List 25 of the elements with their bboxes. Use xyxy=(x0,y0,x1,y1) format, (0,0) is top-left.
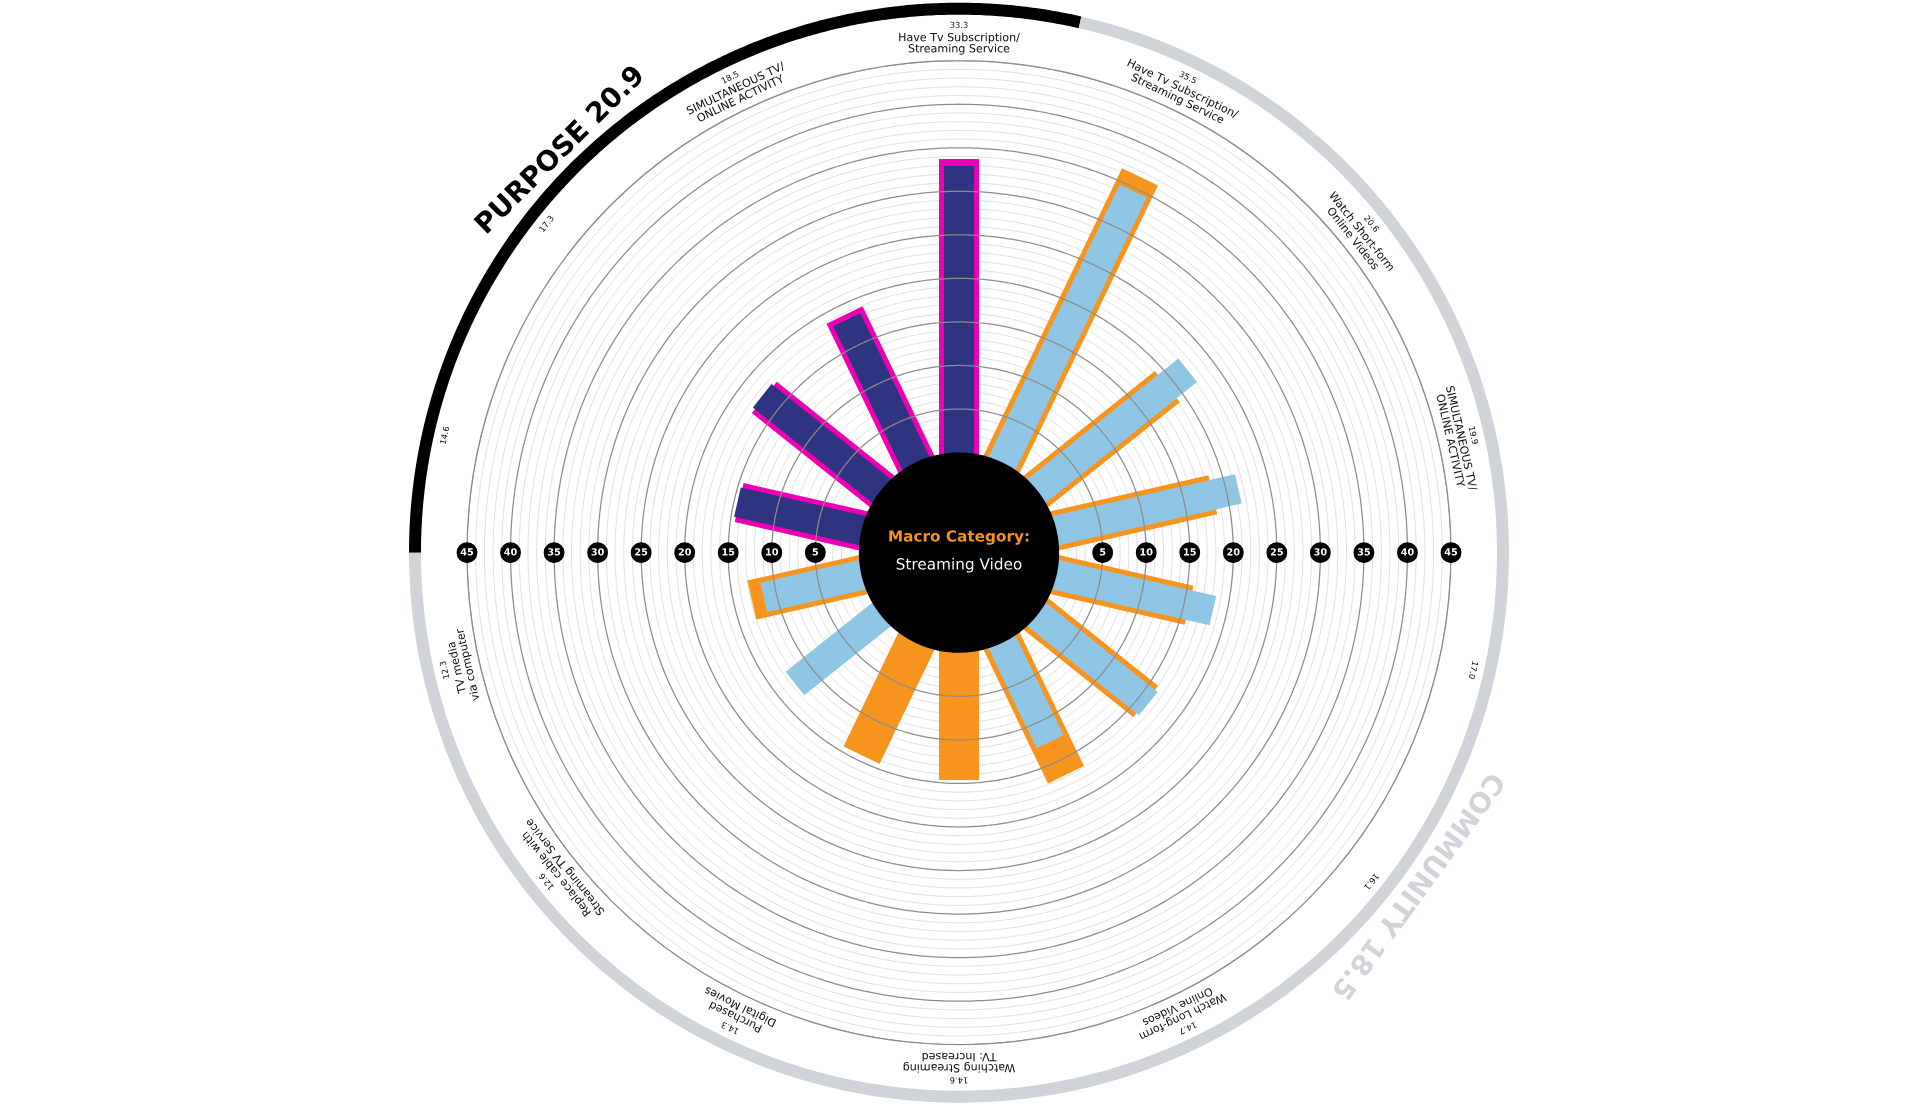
y-tick-label: 40 xyxy=(1401,548,1414,556)
y-tick-label: 20 xyxy=(678,548,691,556)
y-tick-label: 45 xyxy=(1444,548,1458,556)
spoke-label: 14.6 Watching Streaming TV: Increased xyxy=(903,1052,1015,1084)
y-tick-label: 15 xyxy=(1184,548,1196,556)
y-tick-label: 35 xyxy=(547,548,561,556)
y-tick-label: 25 xyxy=(1270,548,1283,556)
y-tick-label: 5 xyxy=(1100,548,1106,556)
spoke-label: 17.0 xyxy=(1468,661,1479,680)
spoke-label: 12.3 TV media via computer xyxy=(439,627,482,702)
y-tick-label: 40 xyxy=(504,548,517,556)
y-tick-label: 30 xyxy=(591,548,604,556)
spoke-label: 14.6 xyxy=(439,426,450,445)
y-tick-label: 10 xyxy=(766,548,779,556)
y-tick-label: 15 xyxy=(722,548,735,556)
y-tick-label: 10 xyxy=(1140,548,1153,556)
y-tick-label: 25 xyxy=(635,548,648,556)
spoke-label: 33.3 Have Tv Subscription/ Streaming Service xyxy=(899,21,1020,55)
text: Streaming Video xyxy=(896,557,1022,573)
text: Macro Category: xyxy=(889,530,1029,545)
y-tick-label: 35 xyxy=(1357,548,1371,556)
y-tick-label: 5 xyxy=(812,548,819,556)
y-tick-label: 20 xyxy=(1227,548,1240,556)
y-tick-label: 30 xyxy=(1314,548,1327,556)
y-tick-label: 45 xyxy=(460,548,474,556)
